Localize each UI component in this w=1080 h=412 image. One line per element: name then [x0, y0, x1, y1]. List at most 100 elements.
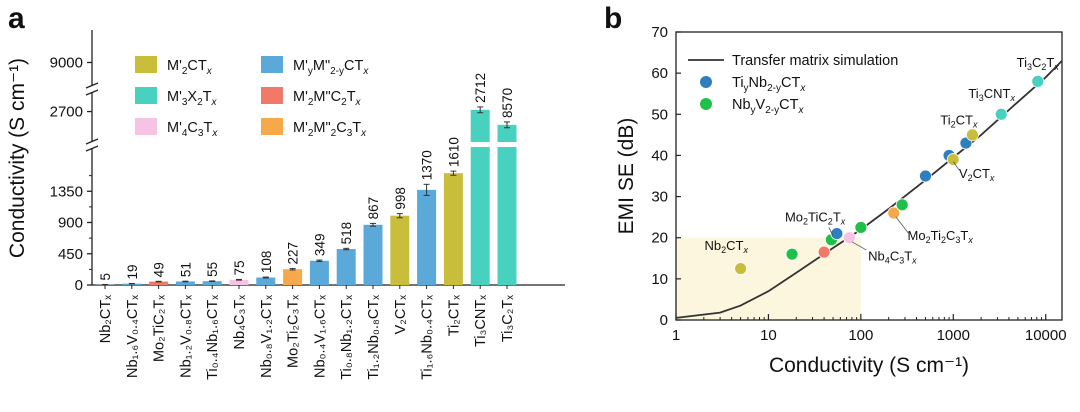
bar-value-label: 108 — [259, 251, 274, 274]
bar — [309, 260, 329, 285]
category-label: Mo₂TiC₂Tₓ — [152, 295, 168, 362]
axis-break-mark — [85, 89, 99, 96]
legend-label: TiyNb2-yCTx — [732, 75, 806, 94]
point-annotation: Ti3CNTx — [968, 86, 1015, 103]
bar-value-label: 998 — [393, 187, 408, 210]
legend-marker — [700, 76, 712, 88]
bar-value-label: 8570 — [500, 88, 515, 118]
x-tick-label: 1000 — [937, 327, 970, 344]
point-annotation: Ti3C2Tx — [1017, 55, 1060, 72]
category-label: Ti₁.₂Nb₀.₈CTₓ — [366, 295, 382, 380]
category-label: Ti₂CTₓ — [446, 295, 462, 336]
category-label: Ti₃C₂Tₓ — [500, 295, 516, 342]
bar — [336, 249, 356, 285]
category-label: Nb₁.₂V₀.₈CTₓ — [178, 295, 194, 378]
legend-label: Transfer matrix simulation — [732, 53, 898, 69]
data-point — [919, 169, 932, 183]
legend-label: M'4C3Tx — [167, 120, 218, 139]
legend-swatch — [135, 118, 157, 135]
category-label: Ti₁.₆Nb₀.₄CTₓ — [420, 295, 436, 380]
panel-a-bar-chart: 0 450 900 1350 2700 9000 Conductivity (S cm⁻¹)… — [6, 30, 565, 380]
bar — [443, 173, 463, 285]
data-point — [854, 221, 868, 234]
legend-label: M'2M"2C3Tx — [293, 120, 367, 139]
legend-marker — [700, 98, 712, 110]
y-tick-label: 60 — [651, 65, 668, 82]
legend-label: M'2M"C2Tx — [293, 89, 362, 108]
legend-label: M'yM"2-yCTx — [293, 58, 369, 77]
axis-break-mark — [85, 138, 99, 145]
bar-value-label: 2712 — [473, 73, 488, 103]
data-point — [830, 227, 844, 241]
y-tick-label: 50 — [651, 106, 668, 123]
data-point — [994, 107, 1008, 121]
category-label: Nb₂CTₓ — [98, 295, 114, 343]
bar-value-label: 518 — [339, 222, 354, 245]
y-tick-label: 20 — [651, 230, 668, 247]
bar — [283, 269, 303, 285]
y-tick-label: 30 — [651, 189, 668, 206]
axis-break-mark — [85, 145, 99, 152]
legend-label: M'3X2Tx — [167, 89, 218, 108]
category-label: Nb₁.₆V₀.₄CTₓ — [125, 295, 141, 378]
annotation-leader — [851, 241, 867, 251]
x-tick-label: 10000 — [1025, 327, 1067, 344]
annotation-leader — [828, 227, 834, 236]
x-axis-title: Conductivity (S cm⁻¹) — [769, 354, 969, 377]
bar-value-label: 19 — [125, 264, 140, 279]
category-label: Ti₀.₄Nb₁.₆CTₓ — [205, 295, 221, 380]
data-point — [946, 153, 960, 166]
annotation-leader — [952, 161, 960, 171]
bar-value-label: 55 — [205, 262, 220, 277]
simulation-curve — [675, 60, 1063, 319]
category-label: V₂CTₓ — [393, 295, 409, 335]
legend-swatch — [135, 87, 157, 104]
y-tick-label: 40 — [651, 147, 668, 164]
bar — [149, 281, 169, 285]
bar-value-label: 1610 — [446, 137, 461, 167]
y-tick-label: 10 — [651, 271, 668, 288]
y-tick-label: 1350 — [50, 183, 83, 200]
axis-break-mark — [85, 82, 99, 89]
y-tick-label: 0 — [660, 312, 668, 329]
legend-panel-a: M'2CTx M'3X2Tx M'4C3Tx M'yM"2-yCTx M'2M"C2Tx… — [135, 56, 369, 139]
category-label: Ti₃CNTₓ — [473, 295, 489, 347]
y-tick-label: 900 — [58, 215, 83, 232]
x-tick-label: 10 — [760, 327, 777, 344]
data-point — [895, 198, 909, 212]
category-label: Mo₂Ti₂C₃Tₓ — [286, 295, 302, 368]
bar-value-label: 5 — [98, 273, 113, 281]
data-point — [734, 262, 748, 275]
x-tick-label: 1 — [672, 327, 680, 344]
bar — [390, 215, 410, 285]
bar — [470, 109, 490, 285]
bar — [417, 189, 437, 285]
bar-value-label: 1370 — [420, 150, 435, 180]
annotation-leader — [895, 216, 910, 234]
point-annotation: Mo2Ti2C3Tx — [908, 228, 974, 245]
point-annotation: Mo2TiC2Tx — [785, 209, 846, 226]
bar-value-label: 349 — [312, 234, 327, 257]
data-point — [785, 247, 799, 261]
legend-swatch — [261, 87, 283, 104]
bar-value-label: 51 — [178, 262, 193, 277]
plot-frame — [675, 31, 1063, 321]
bar — [256, 277, 276, 285]
data-point — [817, 245, 831, 259]
legend-label: NbyV2-yCTx — [732, 97, 804, 116]
bar-value-label: 227 — [286, 242, 301, 265]
point-annotation: Nb4C3Tx — [868, 248, 917, 265]
panel-a-label: a — [8, 2, 25, 35]
legend-swatch — [135, 56, 157, 73]
y-tick-label: 0 — [75, 277, 83, 294]
bar — [497, 124, 517, 285]
bar-break-gap — [469, 142, 491, 147]
data-point — [1031, 74, 1045, 88]
x-tick-label: 100 — [848, 327, 873, 344]
category-label: Nb₀.₄V₁.₆CTₓ — [312, 295, 328, 378]
y-axis-title: Conductivity (S cm⁻¹) — [6, 58, 29, 258]
point-annotation: Ti2CTx — [940, 113, 978, 130]
y-axis-title: EMI SE (dB) — [615, 118, 638, 235]
point-annotation: V2CTx — [959, 166, 995, 183]
legend-panel-b: Transfer matrix simulation TiyNb2-yCTx Nby… — [688, 53, 898, 116]
